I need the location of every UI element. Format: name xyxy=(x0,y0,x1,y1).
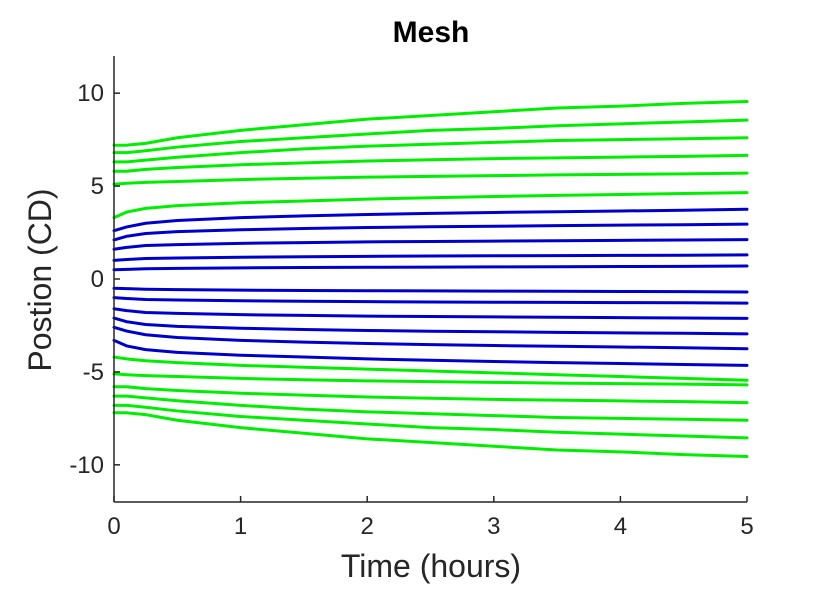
x-tick-label: 5 xyxy=(740,513,753,540)
series-line-5 xyxy=(112,171,749,186)
y-tick-label: 0 xyxy=(91,266,104,293)
x-axis-label: Time (hours) xyxy=(341,548,521,584)
x-axis-ticks: 0 1 2 3 4 5 xyxy=(107,496,754,540)
y-tick-label: -5 xyxy=(83,359,104,386)
x-tick-label: 4 xyxy=(614,513,627,540)
chart-title: Mesh xyxy=(393,16,470,49)
x-tick-label: 0 xyxy=(107,513,120,540)
x-tick-label: 2 xyxy=(361,513,374,540)
series-line-14 xyxy=(112,307,749,320)
series-line-6 xyxy=(112,191,749,220)
y-axis-label: Postion (CD) xyxy=(22,188,58,371)
series-lines xyxy=(112,100,749,458)
series-line-23 xyxy=(112,411,749,458)
series-line-2 xyxy=(112,118,749,155)
series-line-4 xyxy=(112,153,749,173)
series-line-13 xyxy=(112,296,749,305)
series-line-12 xyxy=(112,286,749,294)
series-line-8 xyxy=(112,222,749,242)
x-tick-label: 1 xyxy=(234,513,247,540)
series-line-9 xyxy=(112,238,749,251)
series-line-7 xyxy=(112,207,749,233)
series-line-21 xyxy=(112,394,749,422)
series-line-15 xyxy=(112,316,749,336)
series-line-17 xyxy=(112,338,749,367)
series-line-10 xyxy=(112,253,749,262)
series-line-22 xyxy=(112,403,749,440)
series-line-20 xyxy=(112,385,749,405)
series-line-11 xyxy=(112,264,749,272)
series-line-16 xyxy=(112,325,749,351)
series-line-3 xyxy=(112,136,749,164)
y-tick-label: 5 xyxy=(91,173,104,200)
y-axis-ticks: -10 -5 0 5 10 xyxy=(69,80,120,479)
series-line-1 xyxy=(112,100,749,147)
x-tick-label: 3 xyxy=(487,513,500,540)
series-line-19 xyxy=(112,372,749,387)
y-tick-label: 10 xyxy=(77,80,104,107)
series-line-18 xyxy=(112,355,749,382)
y-tick-label: -10 xyxy=(69,452,104,479)
